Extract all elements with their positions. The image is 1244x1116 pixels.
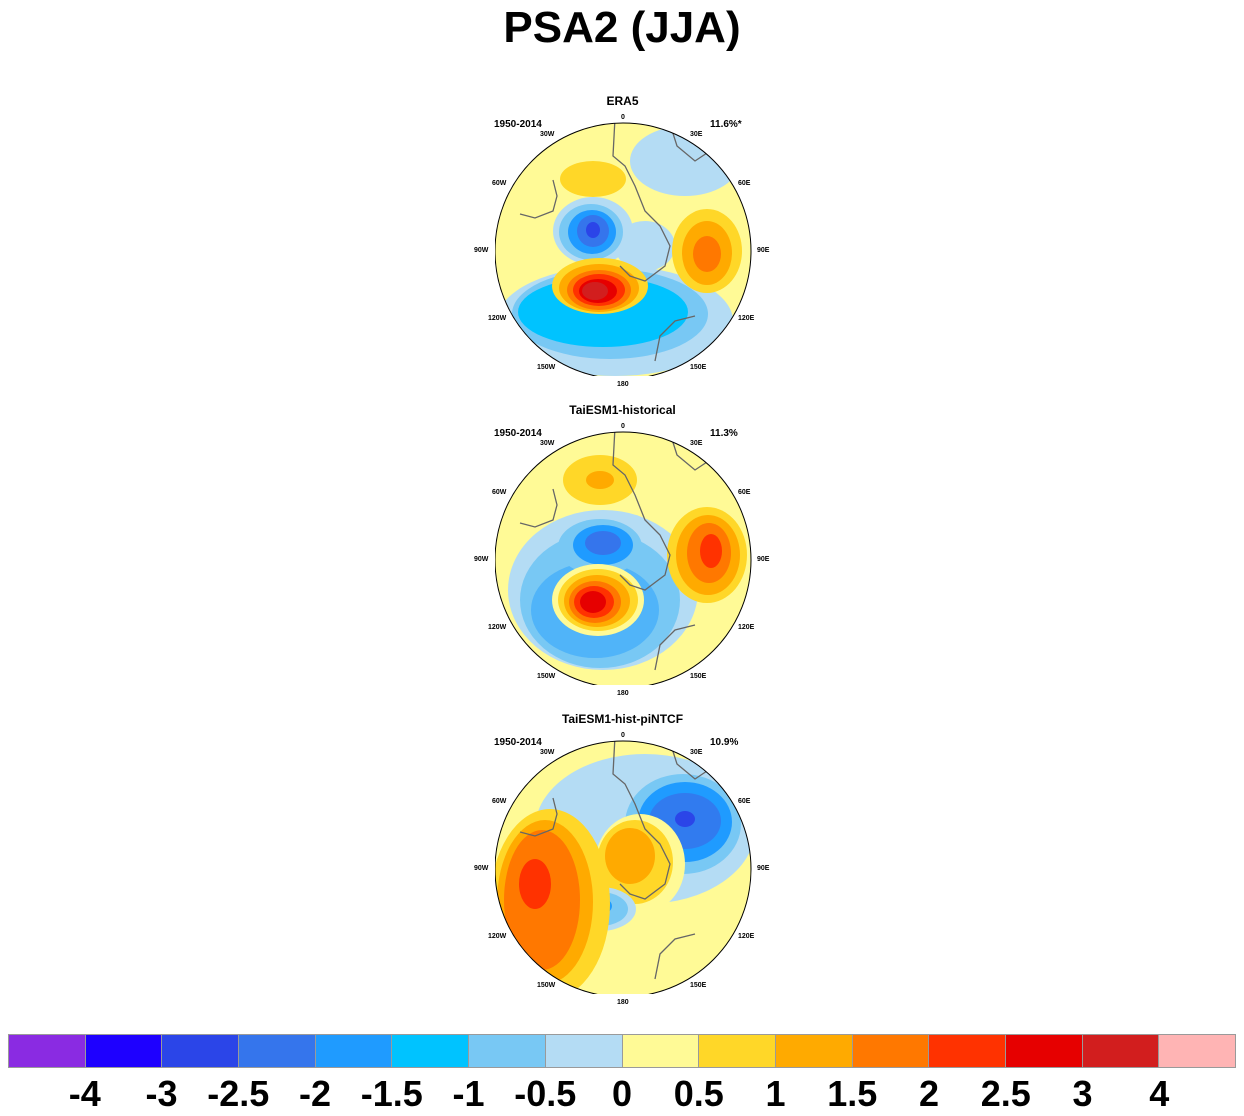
lon-label-30w: 30W bbox=[540, 131, 555, 138]
lon-label-0: 0 bbox=[621, 732, 625, 739]
colorbar-tick-label: -2.5 bbox=[207, 1073, 270, 1114]
period-label: 1950-2014 bbox=[494, 119, 542, 130]
polar-map bbox=[495, 740, 752, 994]
colorbar bbox=[8, 1034, 1236, 1068]
colorbar-tick-label: -2 bbox=[298, 1073, 332, 1114]
lon-label-150e: 150E bbox=[690, 364, 707, 371]
lon-label-0: 0 bbox=[621, 423, 625, 430]
lon-label-120e: 120E bbox=[738, 933, 755, 940]
colorbar-box bbox=[929, 1035, 1006, 1067]
lon-label-120w: 120W bbox=[488, 624, 507, 631]
map-panel-taiesm1-hist-pintcf: TaiESM1-hist-piNTCF 1950-2014 10.9% 0 30… bbox=[470, 712, 775, 1012]
lon-label-120w: 120W bbox=[488, 933, 507, 940]
colorbar-tick-label: 4 bbox=[1149, 1073, 1170, 1114]
colorbar-box bbox=[315, 1035, 393, 1067]
colorbar-tick-label: -0.5 bbox=[514, 1073, 577, 1114]
lon-label-30w: 30W bbox=[540, 440, 555, 447]
lon-label-60w: 60W bbox=[492, 180, 507, 187]
lon-label-90e: 90E bbox=[757, 865, 770, 872]
colorbar-tick-label: -4 bbox=[68, 1073, 101, 1114]
colorbar-box bbox=[162, 1035, 240, 1067]
colorbar-box bbox=[392, 1035, 470, 1067]
colorbar-box bbox=[545, 1035, 623, 1067]
colorbar-tick-label: 3 bbox=[1072, 1073, 1093, 1114]
map-panel-taiesm1-historical: TaiESM1-historical 1950-2014 11.3% bbox=[470, 403, 775, 703]
page-title: PSA2 (JJA) bbox=[503, 3, 741, 52]
period-label: 1950-2014 bbox=[494, 737, 542, 748]
colorbar-tick-label: 1 bbox=[765, 1073, 786, 1114]
lon-label-30e: 30E bbox=[690, 440, 703, 447]
lon-label-180: 180 bbox=[617, 690, 629, 697]
variance-label: 11.3% bbox=[710, 428, 738, 439]
colorbar-box bbox=[699, 1035, 776, 1067]
colorbar-box bbox=[1159, 1035, 1235, 1067]
lon-label-0: 0 bbox=[621, 114, 625, 121]
lon-label-150e: 150E bbox=[690, 673, 707, 680]
variance-label: 11.6%* bbox=[710, 119, 742, 130]
colorbar-box bbox=[1082, 1035, 1160, 1067]
colorbar-tick-label: -1 bbox=[452, 1073, 485, 1114]
lon-label-60e: 60E bbox=[738, 180, 751, 187]
colorbar-box bbox=[1005, 1035, 1083, 1067]
lon-label-150w: 150W bbox=[537, 673, 556, 680]
colorbar-box bbox=[469, 1035, 546, 1067]
lon-label-90w: 90W bbox=[474, 247, 489, 254]
colorbar-tick-label: 2 bbox=[918, 1073, 940, 1114]
lon-label-120e: 120E bbox=[738, 315, 755, 322]
lon-label-60w: 60W bbox=[492, 489, 507, 496]
colorbar-tick-label: 2.5 bbox=[980, 1073, 1031, 1114]
lon-label-90e: 90E bbox=[757, 247, 770, 254]
polar-map bbox=[495, 122, 752, 376]
lon-label-60w: 60W bbox=[492, 798, 507, 805]
colorbar-tick-label: -1.5 bbox=[360, 1073, 423, 1114]
colorbar-tick-label: 0 bbox=[611, 1073, 633, 1114]
colorbar-box bbox=[239, 1035, 316, 1067]
colorbar-box bbox=[775, 1035, 853, 1067]
lon-label-30w: 30W bbox=[540, 749, 555, 756]
lon-label-120e: 120E bbox=[738, 624, 755, 631]
period-label: 1950-2014 bbox=[494, 428, 542, 439]
lon-label-30e: 30E bbox=[690, 131, 703, 138]
lon-label-150e: 150E bbox=[690, 982, 707, 989]
lon-label-120w: 120W bbox=[488, 315, 507, 322]
lon-label-90e: 90E bbox=[757, 556, 770, 563]
lon-label-180: 180 bbox=[617, 381, 629, 388]
polar-map bbox=[495, 431, 752, 685]
variance-label: 10.9% bbox=[710, 737, 739, 748]
colorbar-box bbox=[9, 1035, 86, 1067]
colorbar-box bbox=[622, 1035, 700, 1067]
colorbar-tick-label: 0.5 bbox=[673, 1073, 724, 1114]
map-panel-era5: ERA5 1950-2014 11.6%* bbox=[470, 94, 775, 394]
colorbar-box bbox=[85, 1035, 163, 1067]
lon-label-90w: 90W bbox=[474, 865, 489, 872]
panel-title: ERA5 bbox=[606, 94, 639, 108]
colorbar-box bbox=[852, 1035, 930, 1067]
lon-label-60e: 60E bbox=[738, 489, 751, 496]
panel-title: TaiESM1-hist-piNTCF bbox=[561, 712, 684, 726]
lon-label-180: 180 bbox=[617, 999, 629, 1006]
lon-label-60e: 60E bbox=[738, 798, 751, 805]
lon-label-30e: 30E bbox=[690, 749, 703, 756]
panel-title: TaiESM1-historical bbox=[569, 403, 676, 417]
colorbar-tick-label: 1.5 bbox=[827, 1073, 878, 1114]
colorbar-tick-label: -3 bbox=[145, 1073, 178, 1114]
lon-label-150w: 150W bbox=[537, 982, 556, 989]
lon-label-150w: 150W bbox=[537, 364, 556, 371]
lon-label-90w: 90W bbox=[474, 556, 489, 563]
